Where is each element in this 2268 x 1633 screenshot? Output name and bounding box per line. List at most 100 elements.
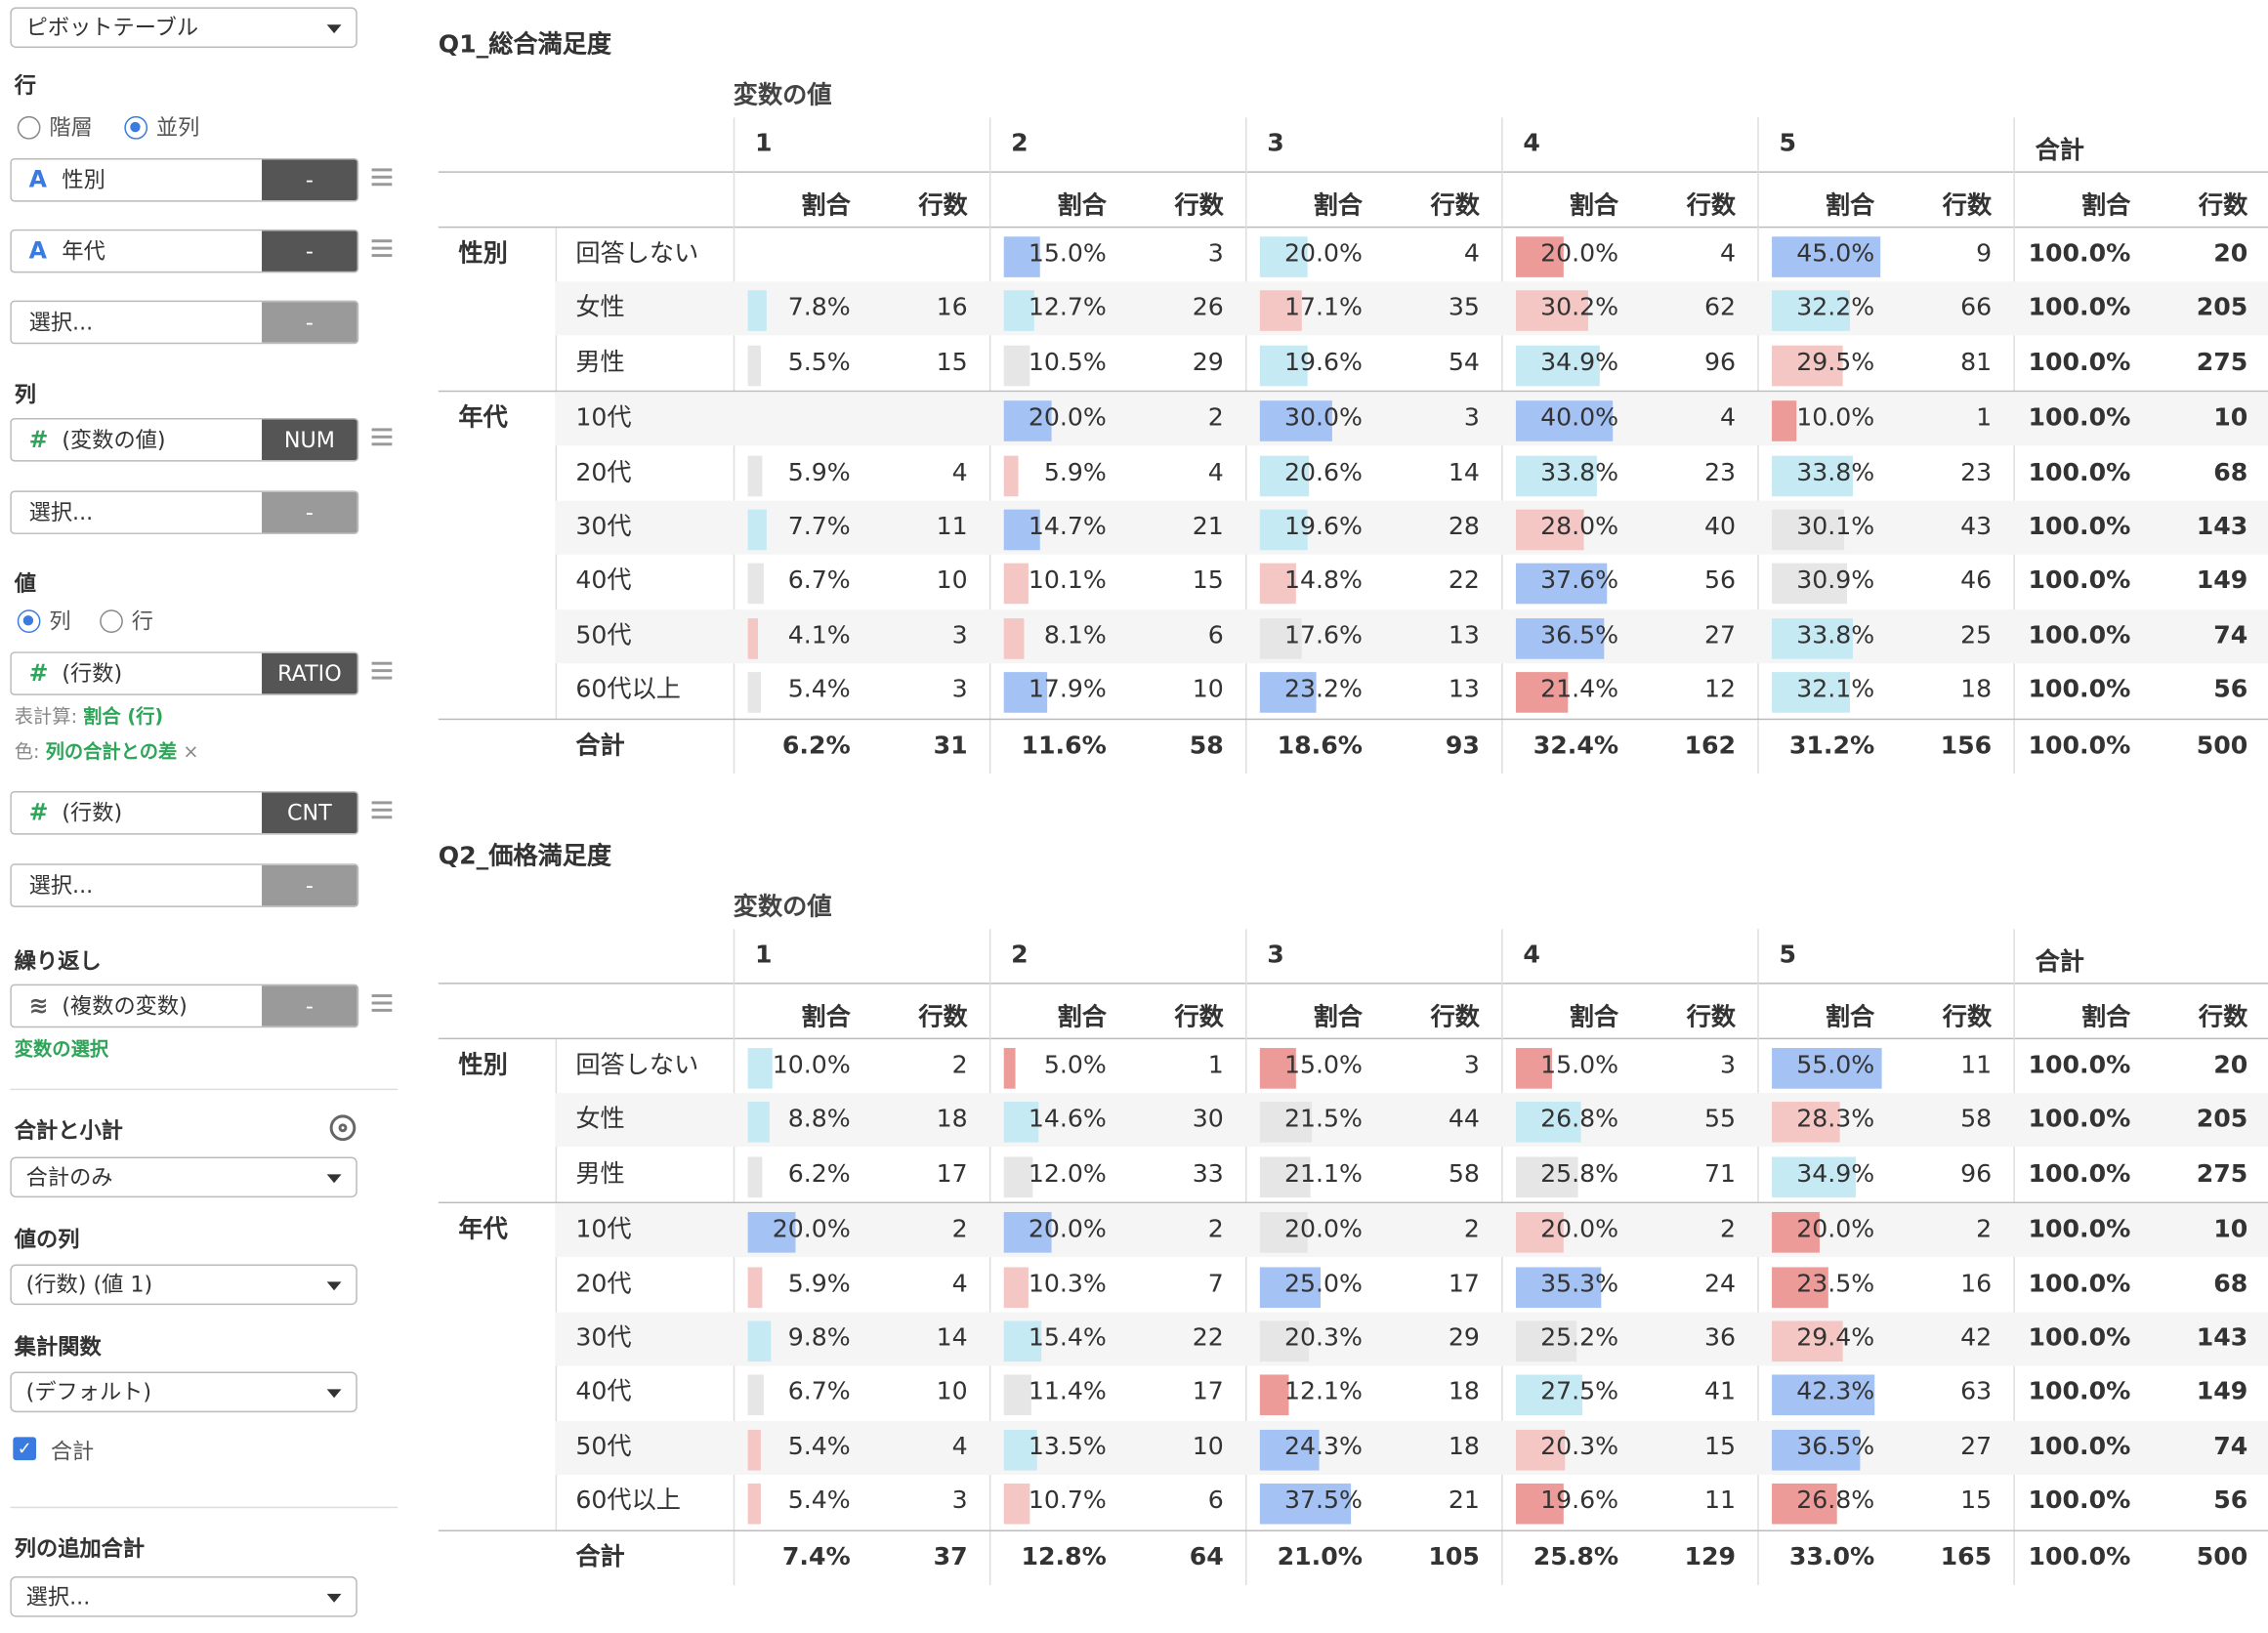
close-icon[interactable]: ×: [183, 741, 199, 764]
aggregate-select[interactable]: (デフォルト): [10, 1371, 357, 1413]
ratio-value: 10.5%: [1028, 348, 1107, 378]
ratio-bar: [1259, 1375, 1289, 1416]
count-value: 4: [1720, 239, 1737, 269]
ratio-bar: [1515, 1484, 1564, 1525]
row-var-gender[interactable]: A 性別 -: [10, 157, 359, 202]
ratio-bar: [1772, 617, 1854, 659]
calc-value-link[interactable]: 割合 (行): [83, 706, 164, 730]
total-checkbox[interactable]: ✓: [13, 1437, 37, 1461]
ratio-value: 29.4%: [1796, 1323, 1875, 1354]
sub-header-count: 行数: [2198, 191, 2248, 221]
radio-values-row[interactable]: 行: [100, 606, 153, 636]
select-variables-link[interactable]: 変数の選択: [14, 1039, 109, 1062]
ratio-value: 21.1%: [1283, 1159, 1363, 1189]
ratio-value: 32.1%: [1796, 675, 1875, 705]
chevron-down-icon: [326, 1593, 342, 1603]
total-ratio: 18.6%: [1277, 731, 1363, 761]
menu-icon[interactable]: [371, 994, 393, 1016]
col-var[interactable]: # (変数の値) NUM: [10, 418, 359, 462]
count-value: 10: [2213, 403, 2248, 434]
count-value: 3: [1463, 1051, 1480, 1080]
menu-icon[interactable]: [371, 801, 393, 822]
count-value: 6: [1207, 1486, 1224, 1516]
ratio-bar: [1772, 509, 1845, 551]
gear-icon[interactable]: [329, 1114, 357, 1142]
radio-hierarchy[interactable]: 階層: [17, 111, 93, 142]
additional-total-select[interactable]: 選択...: [10, 1576, 357, 1617]
remove-tag[interactable]: -: [262, 159, 357, 201]
value-var-ratio[interactable]: # (行数) RATIO: [10, 651, 359, 695]
value-column-select[interactable]: (行数) (値 1): [10, 1264, 357, 1306]
type-tag[interactable]: RATIO: [262, 652, 357, 694]
text-type-icon: A: [28, 236, 47, 265]
count-value: 21: [1192, 512, 1224, 542]
count-value: 2: [951, 1215, 968, 1244]
additional-total-label: 列の追加合計: [14, 1535, 146, 1563]
ratio-value: 9.8%: [787, 1323, 851, 1354]
ratio-bar: [1003, 1048, 1017, 1089]
remove-tag[interactable]: -: [262, 985, 357, 1026]
ratio-bar: [747, 1429, 761, 1471]
ratio-bar: [1772, 400, 1796, 442]
ratio-value: 8.1%: [1043, 620, 1107, 650]
ratio-bar: [1772, 1375, 1874, 1416]
count-value: 3: [1720, 1051, 1737, 1080]
count-value: 205: [2196, 293, 2248, 323]
ratio-bar: [1003, 455, 1019, 496]
pivot-table: Q1_総合満足度 変数の値 1 割合 行数 2 割合 行数 3 割合 行数 4 割合 行数 5 割合 行数 合計割…: [438, 0, 2268, 784]
type-tag[interactable]: CNT: [262, 792, 357, 834]
row-var-age[interactable]: A 年代 -: [10, 229, 359, 273]
remove-tag[interactable]: -: [262, 230, 357, 272]
sub-header-count: 行数: [1174, 1002, 1224, 1032]
row-var-select[interactable]: 選択... -: [10, 300, 359, 345]
view-type-select[interactable]: ピボットテーブル: [10, 7, 357, 49]
ratio-value: 27.5%: [1540, 1378, 1619, 1407]
ratio-bar: [1259, 1212, 1309, 1253]
radio-values-column[interactable]: 列: [17, 606, 71, 636]
value-var-count[interactable]: # (行数) CNT: [10, 790, 359, 835]
count-value: 15: [1703, 1432, 1737, 1462]
count-value: 96: [1703, 348, 1737, 378]
row-label: 30代: [575, 1323, 632, 1354]
ratio-bar: [1003, 1102, 1039, 1144]
total-count: 58: [1189, 731, 1224, 761]
ratio-bar: [1003, 1484, 1030, 1525]
count-value: 20: [2213, 239, 2248, 269]
radio-label: 列: [49, 607, 71, 635]
count-value: 10: [2213, 1215, 2248, 1244]
sub-header-count: 行数: [1942, 191, 1993, 221]
repeat-var[interactable]: ≋ (複数の変数) -: [10, 984, 359, 1028]
row-label: 60代以上: [575, 675, 681, 705]
color-value-link[interactable]: 列の合計との差: [45, 741, 178, 764]
sub-header-count: 行数: [1942, 1002, 1993, 1032]
sub-header-count: 行数: [918, 191, 968, 221]
menu-icon[interactable]: [371, 168, 393, 189]
table-row: 40代 6.7% 10 10.1% 15 14.8% 22 37.6% 56 30.9% 46 100…: [556, 555, 2268, 608]
totals-select[interactable]: 合計のみ: [10, 1156, 357, 1198]
ratio-bar: [1259, 1048, 1296, 1089]
table-row: 30代 7.7% 11 14.7% 21 19.6% 28 28.0% 40 30.1% 43 100…: [555, 500, 2268, 555]
menu-icon[interactable]: [371, 428, 393, 449]
ratio-value: 29.5%: [1796, 348, 1875, 378]
column-group-header: 2: [1011, 129, 1029, 158]
count-value: 96: [1960, 1159, 1993, 1189]
col-var-select[interactable]: 選択... -: [10, 490, 359, 534]
total-count: 162: [1684, 731, 1737, 761]
type-tag[interactable]: NUM: [262, 419, 357, 461]
radio-parallel[interactable]: 並列: [124, 111, 199, 142]
menu-icon[interactable]: [371, 239, 393, 261]
menu-icon[interactable]: [371, 661, 393, 684]
ratio-bar: [1003, 345, 1029, 387]
sub-header-count: 行数: [1686, 1002, 1737, 1032]
count-value: 25: [1960, 620, 1993, 650]
ratio-value: 5.5%: [787, 348, 851, 378]
ratio-bar: [1515, 672, 1568, 714]
ratio-value: 25.8%: [1540, 1159, 1619, 1189]
ratio-value: 6.2%: [787, 1159, 851, 1189]
total-count: 129: [1684, 1542, 1737, 1571]
count-value: 11: [936, 512, 968, 542]
total-ratio: 100.0%: [2028, 1542, 2131, 1571]
ratio-bar: [747, 672, 761, 714]
ratio-value: 5.4%: [787, 1486, 851, 1516]
value-var-select[interactable]: 選択... -: [10, 863, 359, 907]
